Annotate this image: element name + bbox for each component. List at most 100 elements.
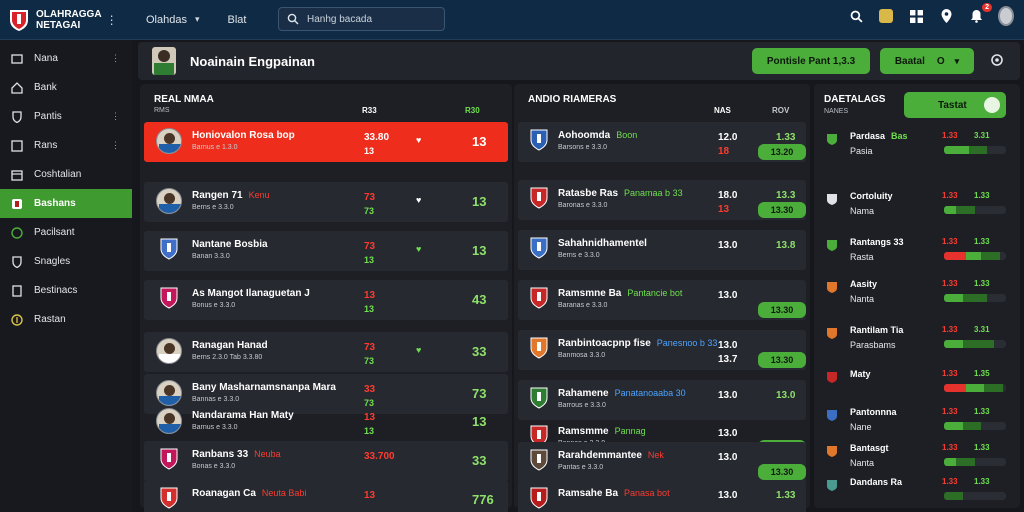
progress-segment: [944, 340, 963, 348]
search-box[interactable]: [278, 7, 445, 31]
team-row[interactable]: Rahamene Panatanoaaba 30 Barrous e 3.3.0 13…: [518, 380, 806, 420]
player-name[interactable]: Ranagan Hanad: [192, 340, 268, 351]
bet-button[interactable]: 13.20: [758, 144, 806, 160]
team-name[interactable]: Ranbintoacpnp fise Panesnoo b 33: [558, 338, 717, 349]
sidebar-item-rans[interactable]: Rans ⋮: [0, 131, 132, 160]
table-row[interactable]: As Mangot Ilanaguetan J Bonus e 3.3.0 13 13…: [144, 280, 508, 320]
team-name[interactable]: Ramsmne Ba Pantancie bot: [558, 288, 682, 299]
location-pin-icon[interactable]: [938, 8, 954, 24]
bell-icon[interactable]: 2: [968, 3, 992, 24]
team-row[interactable]: Aohoomda Boon Barsons e 3.3.0 12.0 18 1.33 13.…: [518, 122, 806, 162]
chevron-down-icon: ▾: [194, 14, 200, 24]
detail-row[interactable]: Pantonnna Nane 1.33 1.33: [824, 406, 1010, 438]
team-row[interactable]: Ratasbe Ras Panamaa b 33 Baronas e 3.3.0 18…: [518, 180, 806, 220]
shield-icon: [10, 110, 24, 124]
stat-value: 12.0: [718, 132, 738, 143]
detail-subname: Nane: [850, 422, 872, 432]
player-name[interactable]: Roanagan Ca Neuta Babi: [192, 488, 306, 499]
team-name[interactable]: Rarahdemmantee Nek: [558, 450, 664, 461]
sidebar-item-nana[interactable]: Nana ⋮: [0, 44, 132, 73]
nav-item-olahdas[interactable]: Olahdas ▾: [146, 14, 200, 26]
table-row[interactable]: Nantane Bosbia Banan 3.3.0 73 13 ♥ 13: [144, 231, 508, 271]
sidebar-item-bestinacs[interactable]: Bestinacs: [0, 276, 132, 305]
team-row[interactable]: Ranbintoacpnp fise Panesnoo b 33 Banmosa 3…: [518, 330, 806, 370]
team-name[interactable]: Ratasbe Ras Panamaa b 33: [558, 188, 683, 199]
team-name[interactable]: Ramsahe Ba Panasa bot: [558, 488, 670, 499]
player-name[interactable]: Honiovalon Rosa bop: [192, 130, 295, 141]
more-icon[interactable]: ⋮: [111, 111, 120, 121]
brand[interactable]: OLAHRAGGA NETAGAI ⋮: [0, 8, 132, 32]
table-row[interactable]: Ranagan Hanad Berns 2.3.0 Tab 3.3.80 73 73 ♥…: [144, 332, 508, 372]
detail-row[interactable]: Rantilam Tia Parasbams 1.33 3.31: [824, 324, 1010, 356]
stat-value: 73: [364, 342, 376, 353]
player-name[interactable]: Nandarama Han Maty: [192, 410, 294, 421]
progress-segment: [956, 458, 975, 466]
sidebar-item-bashans[interactable]: Bashans: [0, 189, 132, 218]
table-row[interactable]: Ranbans 33 Neuba Bonas e 3.3.0 33.700 33: [144, 441, 508, 481]
player-name[interactable]: Ranbans 33 Neuba: [192, 449, 281, 460]
player-tag: Kenu: [248, 190, 270, 200]
team-crest-icon: [826, 239, 838, 251]
bet-button[interactable]: 13.30: [758, 352, 806, 368]
detail-value: 1.33: [942, 369, 958, 378]
detail-row[interactable]: Rantangs 33 Rasta 1.33 1.33: [824, 236, 1010, 268]
player-name[interactable]: Bany Masharnamsnanpa Mara: [192, 382, 336, 393]
player-name[interactable]: Nantane Bosbia: [192, 239, 268, 250]
heart-icon[interactable]: ♥: [416, 244, 422, 254]
tastat-button[interactable]: Tastat: [904, 92, 1006, 118]
filter-select[interactable]: Baatal O ▾: [880, 48, 974, 74]
team-row[interactable]: Rarahdemmantee Nek Pantas e 3.3.0 13.0 13.30: [518, 442, 806, 482]
brand-more-icon[interactable]: ⋮: [105, 12, 118, 27]
detail-row[interactable]: Bantasgt Nanta 1.33 1.33: [824, 442, 1010, 474]
player-name[interactable]: Rangen 71 Kenu: [192, 190, 270, 201]
grid-icon[interactable]: [908, 8, 924, 24]
settings-icon[interactable]: [990, 53, 1004, 70]
search-input[interactable]: [307, 13, 437, 25]
emoji-icon[interactable]: [878, 8, 894, 24]
table-row[interactable]: Nandarama Han Maty Barnus e 3.3.0 13 13 13: [144, 402, 508, 442]
team-row[interactable]: Sahahnidhamentel Berns e 3.3.0 13.0 13.8: [518, 230, 806, 270]
detail-row[interactable]: Maty 1.33 1.35: [824, 368, 1010, 400]
user-avatar[interactable]: [998, 6, 1014, 26]
team-name[interactable]: Rahamene Panatanoaaba 30: [558, 388, 686, 399]
shield-outline-icon: [10, 255, 24, 269]
team-name[interactable]: Ramsmme Pannag: [558, 426, 646, 437]
sidebar-item-coshtalian[interactable]: Coshtalian: [0, 160, 132, 189]
sidebar-item-pacilsant[interactable]: Pacilsant: [0, 218, 132, 247]
detail-row[interactable]: Cortoluity Nama 1.33 1.33: [824, 190, 1010, 222]
detail-subname: Rasta: [850, 252, 874, 262]
team-name[interactable]: Aohoomda Boon: [558, 130, 637, 141]
search-icon[interactable]: [848, 8, 864, 24]
sidebar-item-pantis[interactable]: Pantis ⋮: [0, 102, 132, 131]
sidebar-item-snagles[interactable]: Snagles: [0, 247, 132, 276]
sidebar-item-bank[interactable]: Bank: [0, 73, 132, 102]
pontisle-button[interactable]: Pontisle Pant 1,3.3: [752, 48, 870, 74]
table-row[interactable]: Bany Masharnamsnanpa Mara Bannas e 3.3.0 3…: [144, 374, 508, 414]
team-meta: Banmosa 3.3.0: [558, 352, 606, 359]
more-icon[interactable]: ⋮: [111, 53, 120, 63]
stat-value: 13: [364, 490, 376, 501]
heart-icon[interactable]: ♥: [416, 195, 422, 205]
player-name[interactable]: As Mangot Ilanaguetan J: [192, 288, 310, 299]
bet-button[interactable]: 13.30: [758, 302, 806, 318]
bet-button[interactable]: 13.30: [758, 464, 806, 480]
heart-icon[interactable]: ♥: [416, 135, 422, 145]
nav-item-blat[interactable]: Blat: [228, 14, 247, 26]
stat-value: 18.0: [718, 190, 738, 201]
table-row[interactable]: Rangen 71 Kenu Berns e 3.3.0 73 73 ♥ 13: [144, 182, 508, 222]
bet-button[interactable]: 13.30: [758, 202, 806, 218]
sidebar-item-rastan[interactable]: Rastan: [0, 305, 132, 334]
heart-icon[interactable]: ♥: [416, 345, 422, 355]
detail-row[interactable]: Dandans Ra 1.33 1.33: [824, 476, 1010, 508]
team-row[interactable]: Ramsmne Ba Pantancie bot Baranas e 3.3.0 13…: [518, 280, 806, 320]
stat-value: 33: [364, 384, 376, 395]
stat-value: 33.700: [364, 451, 395, 462]
detail-row[interactable]: Pardasa Bas Pasia 1.33 3.31: [824, 130, 1010, 162]
detail-row[interactable]: Aasity Nanta 1.33 1.33: [824, 278, 1010, 310]
home-icon: [10, 52, 24, 66]
team-name[interactable]: Sahahnidhamentel: [558, 238, 647, 249]
table-row[interactable]: Roanagan Ca Neuta Babi 13 776: [144, 480, 508, 512]
team-row[interactable]: Ramsahe Ba Panasa bot 13.0 1.33: [518, 480, 806, 512]
more-icon[interactable]: ⋮: [111, 140, 120, 150]
table-row[interactable]: Honiovalon Rosa bop Barnus e 1.3.0 33.80 13…: [144, 122, 508, 162]
